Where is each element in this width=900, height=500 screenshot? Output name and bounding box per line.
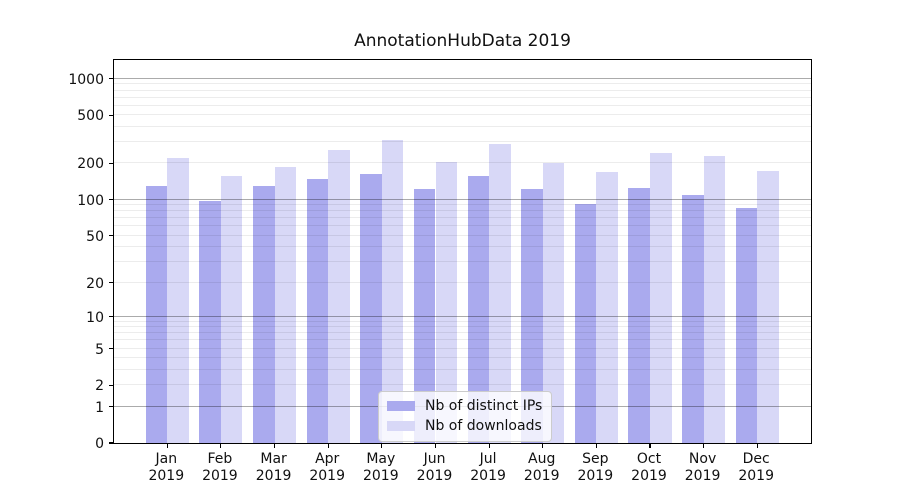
bar-downloads-oct: [650, 152, 672, 443]
x-tick-mark-aug: [542, 443, 544, 448]
x-tick-mark-jan: [166, 443, 168, 448]
y-tick-label-5: 5: [95, 341, 104, 358]
y-tick-label-1000: 1000: [68, 71, 104, 88]
bar-distinct-ips-feb: [199, 201, 221, 443]
bar-downloads-nov: [703, 156, 726, 443]
legend-label-downloads: Nb of downloads: [425, 418, 542, 434]
bar-distinct-ips-apr: [306, 178, 329, 443]
bar-downloads-aug: [542, 162, 565, 443]
bar-downloads-mar: [274, 167, 297, 443]
y-tick-mark-0: [109, 442, 114, 444]
x-tick-label-nov: Nov 2019: [684, 451, 721, 484]
y-tick-label-1: 1: [95, 399, 104, 416]
x-tick-mark-sep: [595, 443, 597, 448]
y-tick-mark-2: [109, 384, 114, 386]
bar-distinct-ips-aug: [521, 189, 543, 443]
bar-distinct-ips-jan: [145, 185, 168, 443]
bar-downloads-jul: [489, 143, 511, 443]
y-tick-label-50: 50: [86, 228, 104, 245]
x-tick-label-may: May 2019: [362, 451, 399, 484]
x-tick-label-mar: Mar 2019: [255, 451, 292, 484]
bar-distinct-ips-jul: [467, 175, 490, 443]
bar-distinct-ips-mar: [253, 185, 275, 443]
x-tick-label-jan: Jan 2019: [148, 451, 185, 484]
y-tick-mark-5: [109, 347, 114, 350]
bar-downloads-jan: [167, 157, 189, 443]
bar-distinct-ips-oct: [628, 188, 650, 443]
legend-swatch-distinct-ips: [387, 401, 415, 411]
bar-distinct-ips-dec: [735, 208, 758, 443]
y-tick-label-100: 100: [77, 192, 104, 209]
legend-entry-downloads: Nb of downloads: [387, 416, 542, 436]
legend-swatch-downloads: [387, 421, 415, 431]
y-tick-label-0: 0: [95, 436, 104, 452]
x-tick-mark-oct: [649, 443, 651, 448]
x-tick-label-jun: Jun 2019: [416, 451, 453, 484]
y-tick-mark-20: [109, 281, 114, 284]
y-tick-mark-10: [109, 316, 114, 318]
x-tick-mark-jul: [488, 443, 490, 448]
y-tick-mark-1000: [109, 78, 114, 80]
bar-downloads-dec: [757, 171, 779, 443]
x-tick-mark-apr: [327, 443, 329, 448]
bar-downloads-apr: [328, 150, 350, 443]
y-tick-mark-50: [109, 235, 114, 237]
bar-distinct-ips-sep: [574, 204, 597, 443]
x-tick-label-dec: Dec 2019: [738, 451, 774, 484]
y-tick-label-200: 200: [77, 156, 104, 173]
x-tick-mark-dec: [756, 443, 758, 448]
bar-downloads-sep: [596, 171, 618, 443]
x-tick-mark-mar: [274, 443, 276, 448]
bar-distinct-ips-may: [360, 174, 382, 443]
bar-distinct-ips-nov: [682, 195, 704, 443]
y-tick-label-20: 20: [86, 275, 104, 292]
y-tick-mark-500: [109, 114, 114, 116]
bar-downloads-feb: [220, 175, 243, 443]
x-tick-label-feb: Feb 2019: [202, 451, 238, 484]
x-tick-label-aug: Aug 2019: [523, 451, 560, 484]
x-tick-label-oct: Oct 2019: [631, 451, 667, 484]
bar-distinct-ips-jun: [413, 189, 436, 443]
y-tick-mark-100: [109, 199, 114, 201]
y-tick-label-10: 10: [86, 309, 104, 326]
y-tick-mark-200: [109, 162, 114, 164]
x-tick-mark-jun: [434, 443, 437, 448]
legend: Nb of distinct IPs Nb of downloads: [378, 391, 553, 442]
bar-downloads-may: [381, 140, 404, 443]
x-tick-mark-may: [381, 443, 383, 448]
legend-entry-distinct-ips: Nb of distinct IPs: [387, 396, 542, 416]
y-tick-mark-1: [109, 405, 114, 408]
bar-downloads-jun: [435, 161, 458, 443]
y-tick-label-500: 500: [77, 108, 104, 125]
chart-title: AnnotationHubData 2019: [354, 31, 571, 51]
bars-layer: [114, 60, 811, 443]
x-tick-label-jul: Jul 2019: [470, 451, 506, 484]
plot-area: Nb of distinct IPs Nb of downloads: [109, 59, 812, 448]
legend-label-distinct-ips: Nb of distinct IPs: [425, 398, 543, 414]
x-tick-label-sep: Sep 2019: [577, 451, 614, 484]
x-tick-mark-nov: [703, 443, 705, 448]
x-tick-label-apr: Apr 2019: [309, 451, 345, 484]
y-tick-label-2: 2: [95, 378, 104, 395]
x-tick-mark-feb: [220, 443, 222, 448]
